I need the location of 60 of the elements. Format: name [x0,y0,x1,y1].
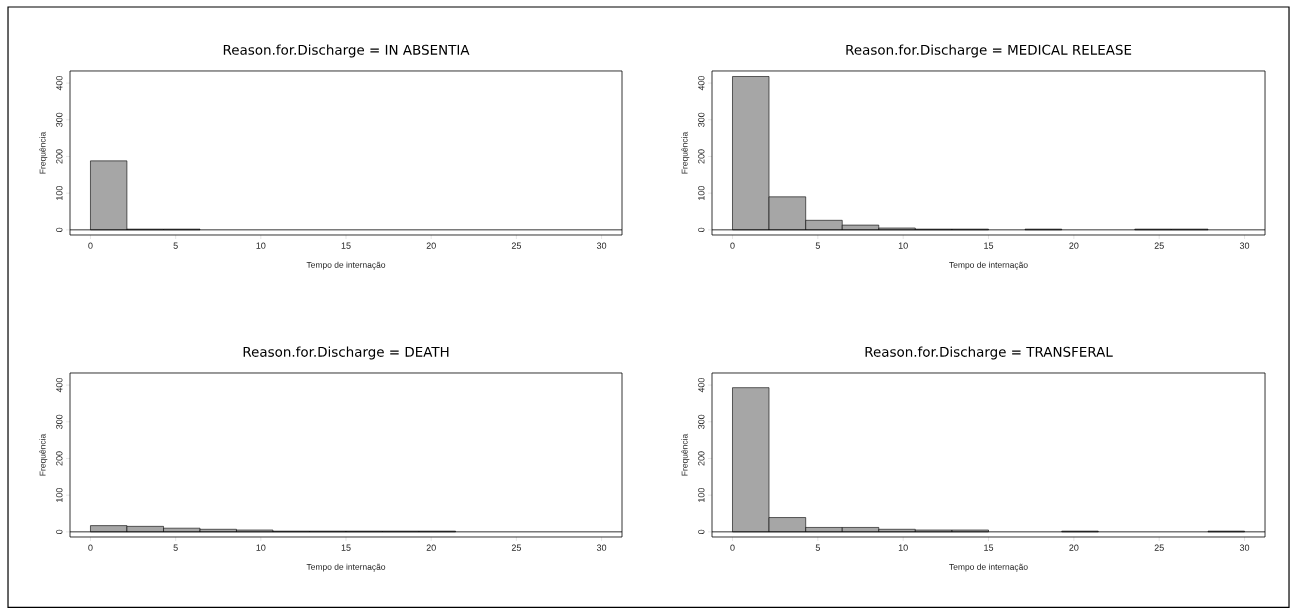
y-tick-label: 0 [56,529,63,534]
y-tick-label: 100 [698,186,705,200]
y-tick-label: 400 [698,377,705,393]
y-axis-title: Frequência [39,433,48,476]
y-tick-label: 400 [56,75,63,91]
chart-title: Reason.for.Discharge = DEATH [243,346,449,360]
x-tick-label: 0 [730,544,735,551]
x-tick-label: 5 [815,544,820,551]
x-tick-label: 25 [1154,242,1164,249]
x-tick-label: 15 [341,242,351,249]
y-tick-label: 400 [56,377,63,393]
y-tick-label: 300 [56,414,63,429]
x-axis-title: Tempo de internação [949,563,1028,572]
x-tick-label: 15 [341,544,351,551]
x-tick-label: 0 [88,242,93,249]
y-tick-label: 200 [56,451,63,466]
x-tick-label: 25 [511,544,521,551]
x-tick-label: 30 [596,242,607,249]
x-tick-label: 10 [256,242,266,249]
x-tick-label: 30 [1239,544,1250,551]
x-tick-label: 20 [426,242,436,249]
chart-title: Reason.for.Discharge = IN ABSENTIA [223,44,470,58]
x-tick-label: 25 [511,242,521,249]
x-tick-label: 10 [898,544,908,551]
x-tick-label: 25 [1154,544,1164,551]
y-tick-label: 300 [56,112,63,127]
x-tick-label: 10 [898,242,908,249]
y-tick-label: 200 [56,149,63,164]
chart-title: Reason.for.Discharge = MEDICAL RELEASE [846,44,1132,58]
chart-title: Reason.for.Discharge = TRANSFERAL [865,346,1113,360]
x-tick-label: 15 [984,242,994,249]
x-tick-label: 5 [173,242,178,249]
y-tick-label: 400 [698,75,705,91]
x-tick-label: 20 [1069,544,1079,551]
x-tick-label: 30 [596,544,607,551]
y-tick-label: 0 [698,227,705,232]
x-tick-label: 30 [1239,242,1250,249]
y-tick-label: 200 [698,149,705,164]
y-tick-label: 100 [56,186,63,200]
x-axis-title: Tempo de internação [306,261,386,270]
x-tick-label: 5 [173,544,178,551]
x-tick-label: 10 [256,544,266,551]
y-tick-label: 100 [56,488,63,502]
x-tick-label: 5 [815,242,820,249]
y-axis-title: Frequência [39,131,48,174]
y-tick-label: 0 [698,529,705,534]
y-tick-label: 200 [698,451,705,466]
y-tick-label: 0 [56,227,63,232]
x-tick-label: 0 [88,544,93,551]
y-tick-label: 300 [698,414,705,429]
x-tick-label: 20 [1069,242,1079,249]
y-axis-title: Frequência [681,433,690,476]
x-tick-label: 20 [426,544,436,551]
y-axis-title: Frequência [681,131,690,174]
y-tick-label: 300 [698,112,705,127]
x-tick-label: 0 [730,242,735,249]
x-axis-title: Tempo de internação [306,563,386,572]
x-tick-label: 15 [984,544,994,551]
y-tick-label: 100 [698,488,705,502]
x-axis-title: Tempo de internação [949,261,1028,270]
